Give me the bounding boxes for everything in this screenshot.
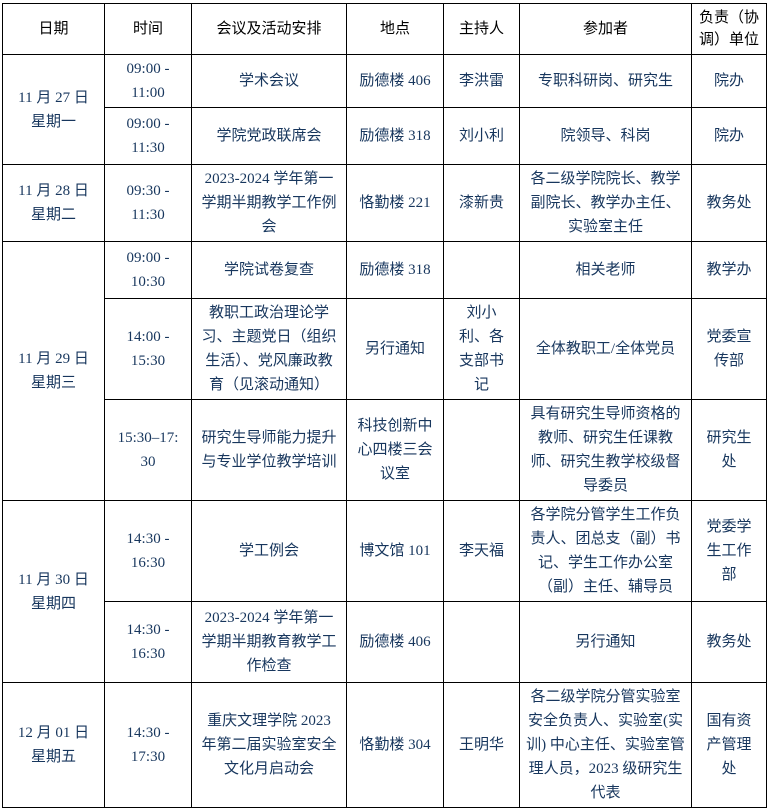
date-cell: 11 月 29 日 星期三 <box>2 241 105 501</box>
time-cell: 14:00 - 15:30 <box>104 298 192 400</box>
place-cell: 励德楼 318 <box>346 107 444 165</box>
unit-cell: 党委学生工作部 <box>691 500 767 602</box>
time-cell: 09:30 - 11:30 <box>104 164 192 242</box>
event-cell: 研究生导师能力提升与专业学位教学培训 <box>191 399 347 501</box>
weekday-text: 星期一 <box>30 113 76 130</box>
table-row: 14:00 - 15:30 教职工政治理论学习、主题党日（组织生活）、党风廉政教… <box>3 298 767 400</box>
date-cell: 11 月 27 日 星期一 <box>2 54 105 165</box>
unit-cell: 院办 <box>691 54 767 108</box>
date-text: 11 月 27 日 <box>18 89 89 106</box>
weekday-text: 星期五 <box>30 749 76 765</box>
participants-cell: 院领导、科岗 <box>519 107 692 165</box>
participants-cell: 各二级学院院长、教学副院长、教学办主任、实验室主任 <box>519 164 692 242</box>
host-cell <box>443 601 520 683</box>
place-cell: 励德楼 318 <box>346 241 444 299</box>
host-cell <box>443 399 520 501</box>
col-header-participants: 参加者 <box>519 3 692 55</box>
date-cell: 11 月 30 日 星期四 <box>2 500 105 683</box>
table-row: 12 月 01 日 星期五 14:30 - 17:30 重庆文理学院 2023 … <box>2 682 767 808</box>
date-text: 11 月 29 日 <box>18 351 89 367</box>
col-header-place: 地点 <box>346 3 444 55</box>
table-row: 11 月 27 日 星期一 09:00 - 11:00 学术会议 励德楼 406… <box>2 54 767 165</box>
time-cell: 09:00 - 11:30 <box>104 107 192 165</box>
event-cell: 学工例会 <box>191 500 347 602</box>
schedule-table: 日期 时间 会议及活动安排 地点 主持人 参加者 负责（协调）单位 11 月 2… <box>2 3 767 808</box>
col-header-unit: 负责（协调）单位 <box>691 3 767 55</box>
col-header-event: 会议及活动安排 <box>191 3 347 55</box>
unit-cell: 院办 <box>691 107 767 165</box>
host-cell: 刘小利 <box>443 107 520 165</box>
date-text: 11 月 28 日 <box>18 183 89 199</box>
host-cell: 刘小利、各支部书记 <box>443 298 520 400</box>
event-cell: 学院党政联席会 <box>191 107 347 165</box>
table-row: 14:30 - 16:30 2023-2024 学年第一学期半期教育教学工作检查… <box>3 601 767 683</box>
host-cell: 李天福 <box>443 500 520 602</box>
participants-cell: 另行通知 <box>519 601 692 683</box>
place-cell: 另行通知 <box>346 298 444 400</box>
place-cell: 恪勤楼 304 <box>346 682 444 808</box>
col-header-time: 时间 <box>104 3 192 55</box>
event-cell: 重庆文理学院 2023 年第二届实验室安全文化月启动会 <box>191 682 347 808</box>
time-cell: 15:30–17:30 <box>104 399 192 501</box>
time-cell: 09:00 - 11:00 <box>104 54 192 108</box>
unit-cell: 教学办 <box>691 241 767 299</box>
date-text: 11 月 30 日 <box>18 571 89 588</box>
weekday-text: 星期四 <box>30 595 76 612</box>
table-row: 15:30–17:30 研究生导师能力提升与专业学位教学培训 科技创新中心四楼三… <box>3 399 767 501</box>
host-cell: 王明华 <box>443 682 520 808</box>
time-cell: 09:00 - 10:30 <box>104 241 192 299</box>
participants-cell: 全体教职工/全体党员 <box>519 298 692 400</box>
participants-cell: 具有研究生导师资格的教师、研究生任课教师、研究生教学校级督导委员 <box>519 399 692 501</box>
event-cell: 2023-2024 学年第一学期半期教育教学工作检查 <box>191 601 347 683</box>
event-cell: 学院试卷复查 <box>191 241 347 299</box>
place-cell: 励德楼 406 <box>346 601 444 683</box>
host-cell: 李洪雷 <box>443 54 520 108</box>
unit-cell: 国有资产管理处 <box>691 682 767 808</box>
col-header-host: 主持人 <box>443 3 520 55</box>
header-row: 日期 时间 会议及活动安排 地点 主持人 参加者 负责（协调）单位 <box>2 3 767 55</box>
time-cell: 14:30 - 17:30 <box>104 682 192 808</box>
table-row: 11 月 29 日 星期三 09:00 - 10:30 学院试卷复查 励德楼 3… <box>2 241 767 501</box>
date-cell: 12 月 01 日 星期五 <box>2 682 105 808</box>
host-cell <box>443 241 520 299</box>
unit-cell: 研究生处 <box>691 399 767 501</box>
col-header-date: 日期 <box>2 3 105 55</box>
place-cell: 博文馆 101 <box>346 500 444 602</box>
unit-cell: 党委宣传部 <box>691 298 767 400</box>
table-row: 09:00 - 11:30 学院党政联席会 励德楼 318 刘小利 院领导、科岗… <box>3 107 767 165</box>
host-cell: 漆新贵 <box>443 164 520 242</box>
event-cell: 2023-2024 学年第一学期半期教学工作例会 <box>191 164 347 242</box>
date-text: 12 月 01 日 <box>17 725 90 741</box>
unit-cell: 教务处 <box>691 601 767 683</box>
place-cell: 恪勤楼 221 <box>346 164 444 242</box>
participants-cell: 专职科研岗、研究生 <box>519 54 692 108</box>
place-cell: 励德楼 406 <box>346 54 444 108</box>
time-cell: 14:30 - 16:30 <box>104 601 192 683</box>
event-cell: 教职工政治理论学习、主题党日（组织生活）、党风廉政教育（见滚动通知） <box>191 298 347 400</box>
table-row: 11 月 30 日 星期四 14:30 - 16:30 学工例会 博文馆 101… <box>2 500 767 683</box>
unit-cell: 教务处 <box>691 164 767 242</box>
time-cell: 14:30 - 16:30 <box>104 500 192 602</box>
date-cell: 11 月 28 日 星期二 <box>2 164 105 242</box>
event-cell: 学术会议 <box>191 54 347 108</box>
participants-cell: 各二级学院分管实验室安全负责人、实验室(实训) 中心主任、实验室管理人员，202… <box>519 682 692 808</box>
place-cell: 科技创新中心四楼三会议室 <box>346 399 444 501</box>
participants-cell: 各学院分管学生工作负责人、团总支（副）书记、学生工作办公室（副）主任、辅导员 <box>519 500 692 602</box>
weekday-text: 星期三 <box>30 375 76 391</box>
participants-cell: 相关老师 <box>519 241 692 299</box>
table-row: 11 月 28 日 星期二 09:30 - 11:30 2023-2024 学年… <box>2 164 767 242</box>
weekday-text: 星期二 <box>30 207 76 223</box>
